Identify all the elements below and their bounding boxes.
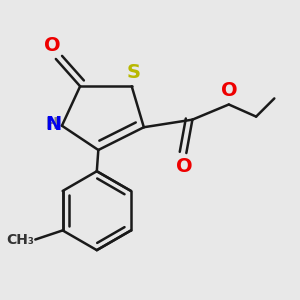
Text: CH₃: CH₃ — [6, 232, 34, 247]
Text: O: O — [44, 36, 61, 55]
Text: N: N — [45, 115, 62, 134]
Text: H: H — [46, 117, 58, 132]
Text: O: O — [176, 157, 193, 176]
Text: S: S — [126, 63, 140, 82]
Text: O: O — [220, 81, 237, 100]
